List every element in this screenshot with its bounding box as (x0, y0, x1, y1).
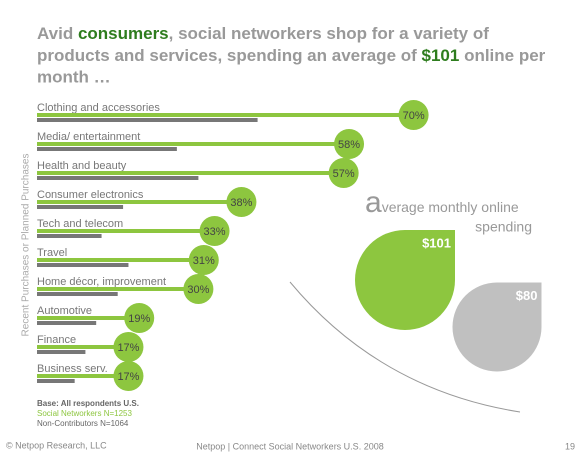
category-label: Business serv. (37, 363, 108, 375)
drop-title: average monthly online (365, 186, 519, 219)
bar-end (334, 129, 365, 159)
legend-entry: Social Networkers N=1253 (37, 409, 132, 418)
drop-title-part: verage monthly online (382, 199, 519, 215)
value-label: 38% (230, 197, 252, 209)
bar (37, 263, 129, 267)
bar-end (113, 361, 144, 391)
category-label: Clothing and accessories (37, 102, 160, 114)
category-label: Consumer electronics (37, 189, 144, 201)
bar (37, 321, 97, 325)
title-part: online per (459, 46, 545, 65)
category-label: Tech and telecom (37, 218, 123, 230)
drop-label: $101 (422, 235, 451, 250)
bar-end (398, 100, 429, 130)
page-number: 19 (565, 441, 575, 451)
base-note: Base: All respondents U.S. (37, 399, 139, 408)
title-part: , social networkers shop for a variety o… (169, 24, 490, 43)
value-label: 19% (128, 313, 150, 325)
bar-end (124, 303, 155, 333)
value-label: 30% (187, 284, 209, 296)
legend-entry: Non-Contributors N=1064 (37, 419, 129, 428)
spending-drop (452, 282, 542, 372)
category-label: Health and beauty (37, 160, 127, 172)
bar-end (199, 216, 230, 246)
bar-end (328, 158, 359, 188)
bar (37, 292, 118, 296)
title-part: products and services, spending an avera… (37, 46, 422, 65)
drop-title-initial: a (365, 186, 382, 219)
category-label: Home décor, improvement (37, 276, 166, 288)
bar (37, 350, 86, 354)
bar (37, 234, 102, 238)
title-line: month … (37, 67, 111, 86)
category-label: Media/ entertainment (37, 131, 140, 143)
bar (37, 176, 199, 180)
category-label: Finance (37, 334, 76, 346)
footer-left: © Netpop Research, LLC (6, 440, 107, 450)
value-label: 70% (403, 110, 425, 122)
decor-curve (289, 281, 521, 413)
bar (37, 147, 177, 151)
drop-title-part: spending (475, 219, 532, 235)
title-line: Avid consumers, social networkers shop f… (37, 24, 489, 43)
title-part: $101 (422, 46, 460, 65)
spending-drop (355, 230, 455, 330)
value-label: 33% (204, 226, 226, 238)
title-part: consumers (78, 24, 169, 43)
bar (37, 118, 258, 122)
value-label: 17% (117, 342, 139, 354)
bar-end (113, 332, 144, 362)
value-label: 57% (333, 168, 355, 180)
y-axis-label: Recent Purchases or Planned Purchases (21, 154, 32, 337)
value-label: 58% (338, 139, 360, 151)
title-line: products and services, spending an avera… (37, 46, 546, 65)
title: Avid consumers, social networkers shop f… (37, 24, 546, 86)
title-part: Avid (37, 24, 78, 43)
drop-label: $80 (516, 288, 538, 303)
value-label: 31% (193, 255, 215, 267)
bar (37, 205, 124, 209)
category-label: Automotive (37, 305, 92, 317)
category-label: Travel (37, 247, 67, 259)
bar-end (188, 245, 219, 275)
footer-center: Netpop | Connect Social Networkers U.S. … (196, 441, 383, 451)
bar-end (183, 274, 214, 304)
bar (37, 379, 75, 383)
bar-end (226, 187, 257, 217)
value-label: 17% (117, 371, 139, 383)
